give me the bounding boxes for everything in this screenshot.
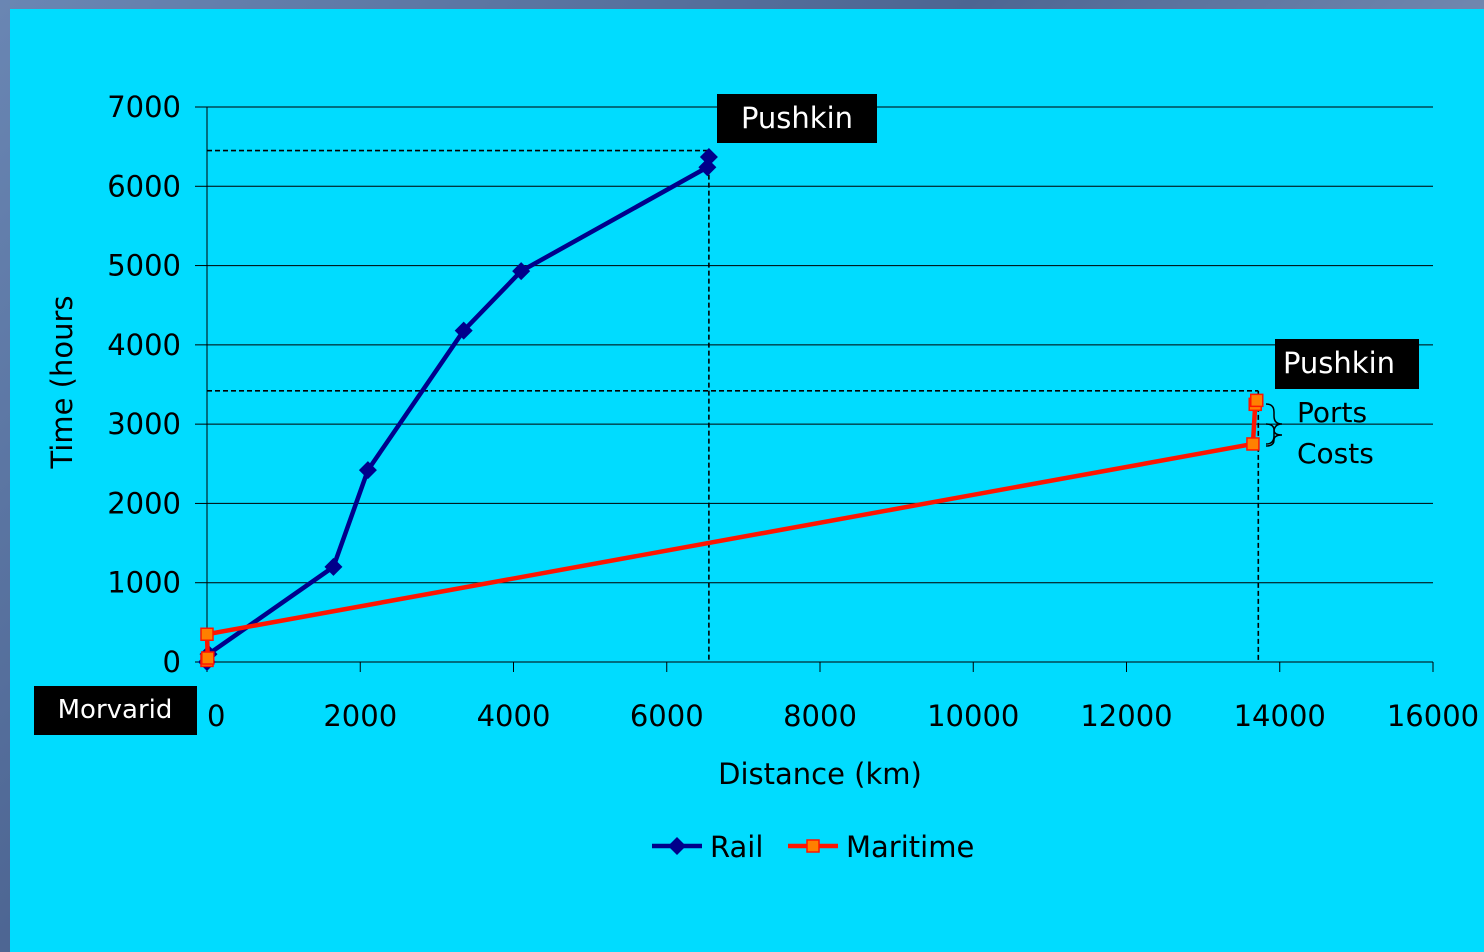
rail-line xyxy=(204,156,712,663)
legend-rail-marker xyxy=(668,837,686,855)
ports-costs-brace: Ports Costs xyxy=(1265,396,1374,470)
rail-point xyxy=(512,262,531,281)
x-tick-label: 4000 xyxy=(477,699,551,733)
rail-point xyxy=(454,321,473,340)
y-tick-label: 2000 xyxy=(107,486,181,520)
x-tick-label: 14000 xyxy=(1234,699,1326,733)
axes xyxy=(195,106,1434,672)
legend-maritime-label: Maritime xyxy=(846,830,974,864)
maritime-end-label-box xyxy=(1275,339,1419,389)
maritime-line xyxy=(204,399,1259,662)
maritime-end-label: Pushkin xyxy=(1275,339,1419,389)
maritime-point xyxy=(201,651,215,665)
x-tick-label: 12000 xyxy=(1080,699,1172,733)
legend: Rail Maritime xyxy=(652,830,974,864)
y-tick-label: 0 xyxy=(163,645,181,679)
x-tick-label: 10000 xyxy=(927,699,1019,733)
legend-rail-label: Rail xyxy=(710,830,763,864)
x-tick-label: 16000 xyxy=(1387,699,1479,733)
rail-point xyxy=(324,557,343,576)
y-tick-label: 6000 xyxy=(107,169,181,203)
x-axis-title: Distance (km) xyxy=(718,757,922,791)
origin-label-box xyxy=(34,686,197,735)
rail-end-label: Pushkin xyxy=(717,94,877,143)
x-tick-label: 2000 xyxy=(323,699,397,733)
series-group xyxy=(198,147,1264,671)
maritime-point xyxy=(200,627,214,641)
x-tick-label: 8000 xyxy=(783,699,857,733)
rail-point xyxy=(358,461,377,480)
y-tick-label: 3000 xyxy=(107,407,181,441)
y-tick-label: 7000 xyxy=(107,90,181,124)
costs-label: Costs xyxy=(1297,437,1374,470)
maritime-point xyxy=(1250,393,1264,408)
legend-maritime-marker xyxy=(806,839,820,853)
rail-end-label-box xyxy=(717,94,877,143)
y-axis-title: Time (hours xyxy=(45,295,79,469)
chart-panel xyxy=(10,9,1484,952)
rail-point xyxy=(699,147,718,166)
maritime-end-label-text: Pushkin xyxy=(1283,346,1395,380)
tick-labels: 0 1000 2000 3000 4000 5000 6000 7000 0 2000 4000 60… xyxy=(107,90,1479,733)
gridlines xyxy=(207,106,1433,584)
reference-lines xyxy=(207,149,1260,662)
rail-end-label-text: Pushkin xyxy=(741,101,853,135)
y-tick-label: 5000 xyxy=(107,249,181,283)
y-tick-label: 4000 xyxy=(107,328,181,362)
x-tick-label: 0 xyxy=(207,699,225,733)
brace-lower-icon xyxy=(1265,423,1283,447)
maritime-point xyxy=(1246,437,1260,451)
y-tick-label: 1000 xyxy=(107,566,181,600)
origin-label-text: Morvarid xyxy=(58,695,173,725)
x-tick-label: 6000 xyxy=(630,699,704,733)
origin-label: Morvarid xyxy=(34,686,197,735)
ports-label: Ports xyxy=(1297,396,1367,429)
